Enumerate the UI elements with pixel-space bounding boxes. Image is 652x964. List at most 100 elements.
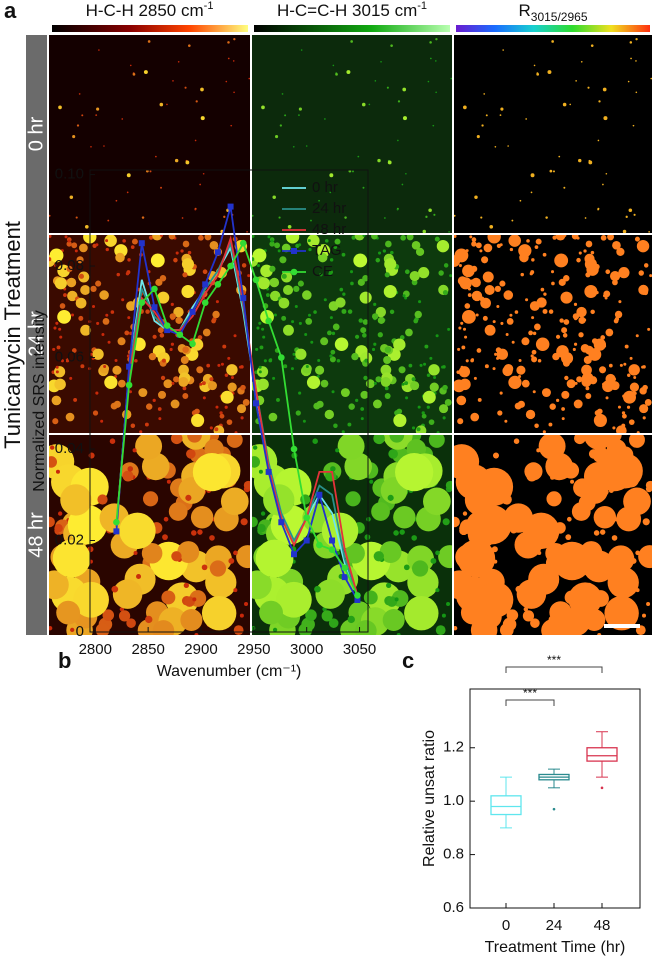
droplet xyxy=(170,342,175,346)
droplet xyxy=(605,328,614,337)
droplet xyxy=(605,373,616,385)
droplet xyxy=(166,103,168,106)
droplet xyxy=(290,367,294,371)
droplet xyxy=(360,407,365,411)
droplet xyxy=(633,376,637,380)
droplet xyxy=(53,263,58,268)
droplet xyxy=(600,335,606,340)
droplet xyxy=(215,405,219,409)
droplet xyxy=(647,327,651,331)
droplet xyxy=(642,613,647,618)
droplet xyxy=(540,287,545,292)
droplet xyxy=(373,302,377,306)
droplet xyxy=(443,263,449,268)
micrograph xyxy=(454,35,652,233)
droplet xyxy=(585,272,591,278)
droplet xyxy=(257,378,269,391)
image-background xyxy=(49,35,250,233)
droplet xyxy=(121,118,124,120)
droplet xyxy=(209,560,227,577)
droplet xyxy=(49,248,64,263)
droplet xyxy=(566,379,576,389)
droplet xyxy=(482,315,488,321)
droplet xyxy=(273,313,277,317)
droplet xyxy=(185,494,192,501)
x-tick-label: 2850 xyxy=(131,641,164,658)
droplet xyxy=(191,413,205,428)
droplet xyxy=(618,300,622,304)
droplet xyxy=(310,340,314,344)
droplet xyxy=(604,595,639,631)
series-line xyxy=(115,235,359,596)
droplet xyxy=(313,310,317,314)
droplet xyxy=(571,502,591,521)
droplet xyxy=(390,44,393,47)
droplet xyxy=(618,267,630,279)
droplet xyxy=(354,235,365,241)
droplet xyxy=(454,516,460,528)
droplet xyxy=(317,359,321,363)
droplet xyxy=(380,60,382,63)
droplet xyxy=(219,411,223,415)
droplet xyxy=(240,384,246,391)
droplet xyxy=(547,70,552,75)
droplet xyxy=(362,235,366,237)
droplet xyxy=(612,560,629,577)
droplet xyxy=(152,398,156,403)
droplet xyxy=(384,217,386,219)
droplet xyxy=(199,382,203,386)
droplet xyxy=(329,316,333,320)
droplet xyxy=(483,93,486,95)
droplet xyxy=(252,625,256,631)
droplet xyxy=(54,378,66,391)
droplet xyxy=(170,302,174,306)
droplet xyxy=(243,480,250,490)
droplet xyxy=(169,347,173,352)
droplet xyxy=(531,349,537,355)
droplet xyxy=(104,235,117,247)
droplet xyxy=(222,344,227,349)
droplet xyxy=(532,331,537,336)
droplet xyxy=(429,41,432,44)
droplet xyxy=(531,258,535,262)
droplet xyxy=(214,427,219,432)
droplet xyxy=(58,511,63,516)
droplet xyxy=(519,199,522,202)
droplet xyxy=(525,409,536,420)
droplet xyxy=(171,551,182,562)
droplet xyxy=(393,413,407,428)
droplet xyxy=(149,170,152,173)
droplet xyxy=(128,390,132,394)
droplet xyxy=(175,251,179,255)
droplet xyxy=(599,529,606,535)
droplet xyxy=(533,64,536,67)
droplet xyxy=(75,297,87,309)
droplet xyxy=(411,426,416,430)
droplet xyxy=(438,545,452,569)
header-sub: 3015/2965 xyxy=(531,10,588,24)
droplet xyxy=(636,431,640,433)
significance-label: *** xyxy=(523,686,537,700)
marker xyxy=(189,308,196,315)
droplet xyxy=(220,487,249,516)
droplet xyxy=(622,229,627,233)
droplet xyxy=(327,330,332,336)
droplet xyxy=(233,625,244,635)
droplet xyxy=(428,364,440,376)
droplet xyxy=(51,395,62,406)
droplet xyxy=(521,337,530,346)
droplet xyxy=(551,270,555,274)
droplet xyxy=(49,257,52,262)
droplet xyxy=(225,80,228,83)
droplet xyxy=(170,435,183,445)
droplet xyxy=(537,358,542,363)
droplet xyxy=(487,235,501,244)
droplet xyxy=(461,345,466,350)
droplet xyxy=(648,230,650,233)
droplet xyxy=(71,348,77,353)
micrograph xyxy=(454,235,652,433)
scale-bar xyxy=(604,624,640,628)
droplet xyxy=(373,342,377,346)
droplet xyxy=(531,316,535,320)
droplet xyxy=(162,534,168,541)
